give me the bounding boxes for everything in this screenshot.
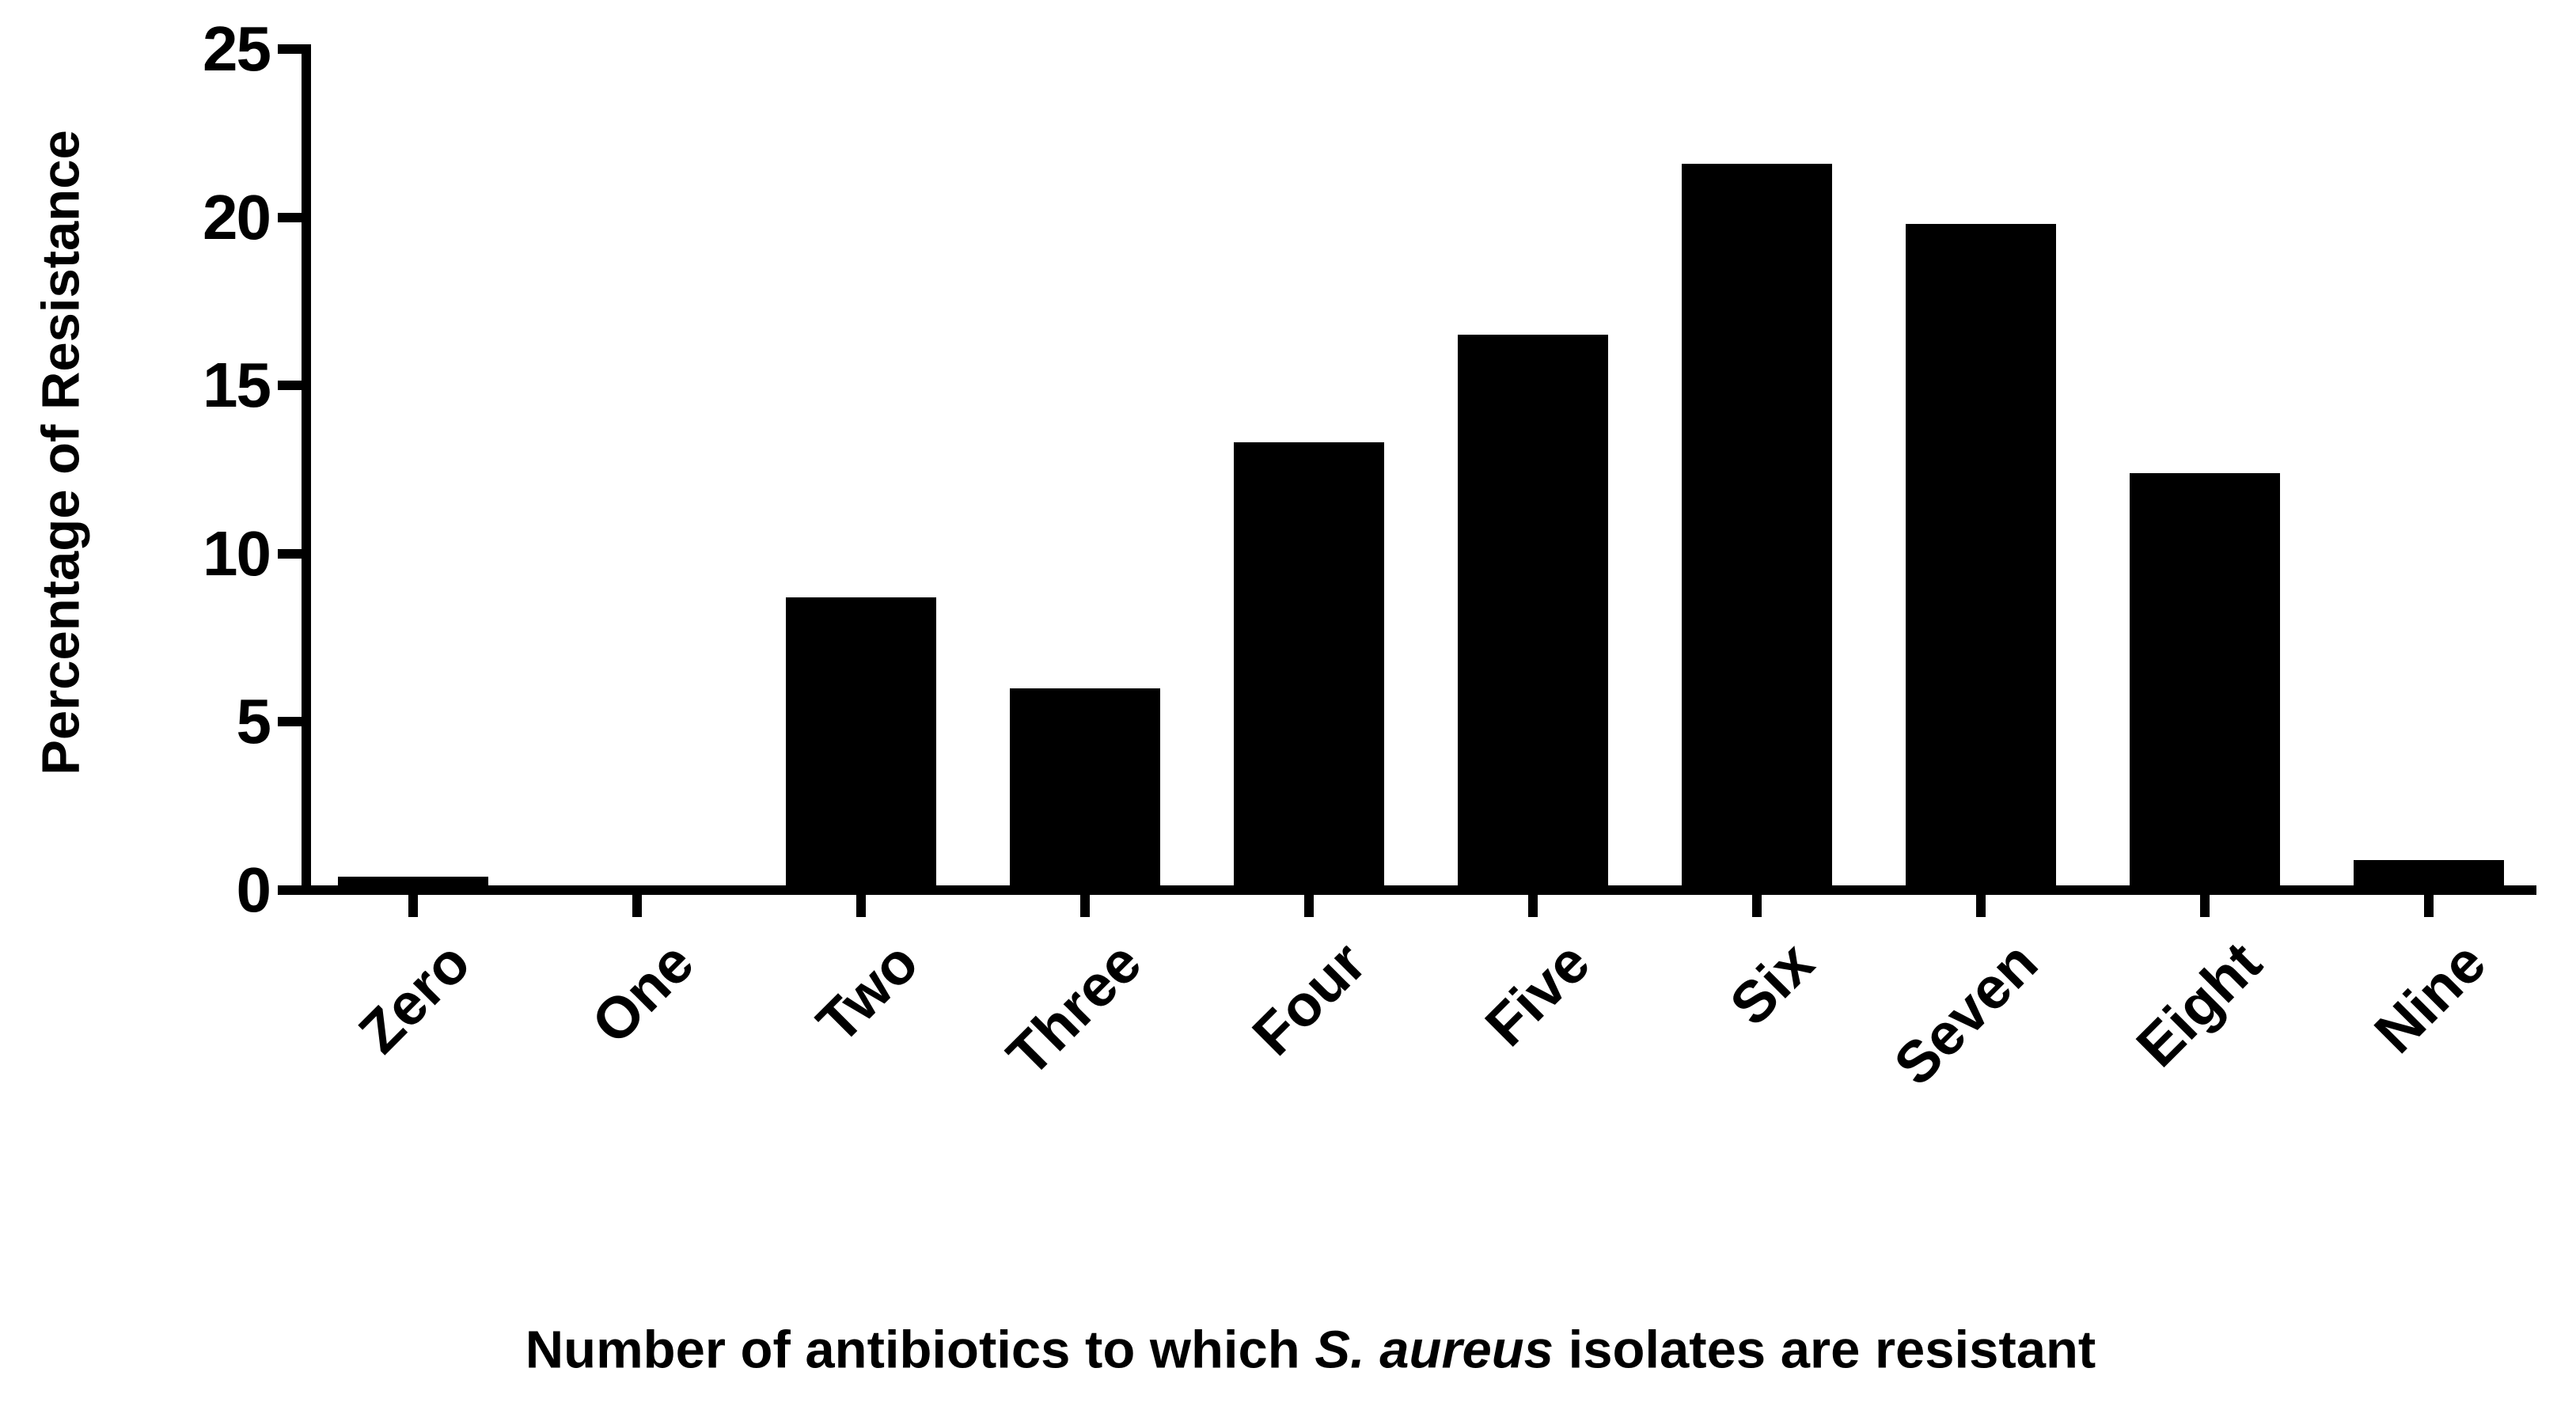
x-tick	[2200, 895, 2210, 917]
y-tick	[278, 885, 302, 895]
y-tick-label: 10	[203, 517, 271, 589]
x-tick-label-eight: Eight	[2123, 929, 2274, 1079]
bar-two	[786, 597, 936, 895]
bar-seven	[1906, 224, 2056, 895]
x-tick-label-three: Three	[994, 929, 1155, 1089]
x-tick	[408, 895, 418, 917]
x-axis-title: Number of antibiotics to which S. aureus…	[525, 1324, 2096, 1377]
y-tick	[278, 381, 302, 391]
bar-three	[1010, 688, 1160, 895]
bar-zero	[338, 876, 488, 895]
x-tick	[2424, 895, 2434, 917]
bar-five	[1458, 335, 1608, 895]
x-axis-title-part: Number of antibiotics to which	[525, 1320, 1315, 1380]
y-tick-label: 15	[203, 350, 271, 421]
x-tick-label-zero: Zero	[346, 929, 483, 1066]
y-tick	[278, 44, 302, 54]
y-axis-line	[302, 44, 311, 895]
x-tick	[1304, 895, 1314, 917]
x-tick	[856, 895, 866, 917]
x-tick	[1752, 895, 1762, 917]
y-tick-label: 0	[236, 855, 272, 925]
x-tick-label-one: One	[579, 929, 707, 1056]
y-tick	[278, 548, 302, 559]
x-axis-title-species-name: S. aureus	[1315, 1320, 1554, 1380]
x-tick-label-two: Two	[803, 929, 931, 1055]
bar-six	[1682, 163, 1832, 895]
x-tick-label-seven: Seven	[1881, 929, 2051, 1098]
y-tick	[278, 717, 302, 727]
x-tick-label-six: Six	[1717, 929, 1827, 1038]
x-tick-label-nine: Nine	[2362, 929, 2498, 1066]
x-tick-label-four: Four	[1239, 929, 1379, 1068]
y-tick	[278, 212, 302, 222]
x-tick	[1080, 895, 1090, 917]
bar-eight	[2130, 472, 2280, 895]
x-tick	[1528, 895, 1538, 917]
bar-nine	[2354, 859, 2504, 895]
bar-four	[1234, 442, 1384, 895]
x-tick	[1976, 895, 1986, 917]
y-tick-label: 5	[236, 686, 272, 757]
y-tick-label: 25	[203, 13, 271, 84]
x-axis-title-part: isolates are resistant	[1553, 1320, 2096, 1380]
x-tick-label-five: Five	[1472, 929, 1603, 1059]
x-tick	[632, 895, 642, 917]
y-tick-label: 20	[203, 181, 271, 252]
